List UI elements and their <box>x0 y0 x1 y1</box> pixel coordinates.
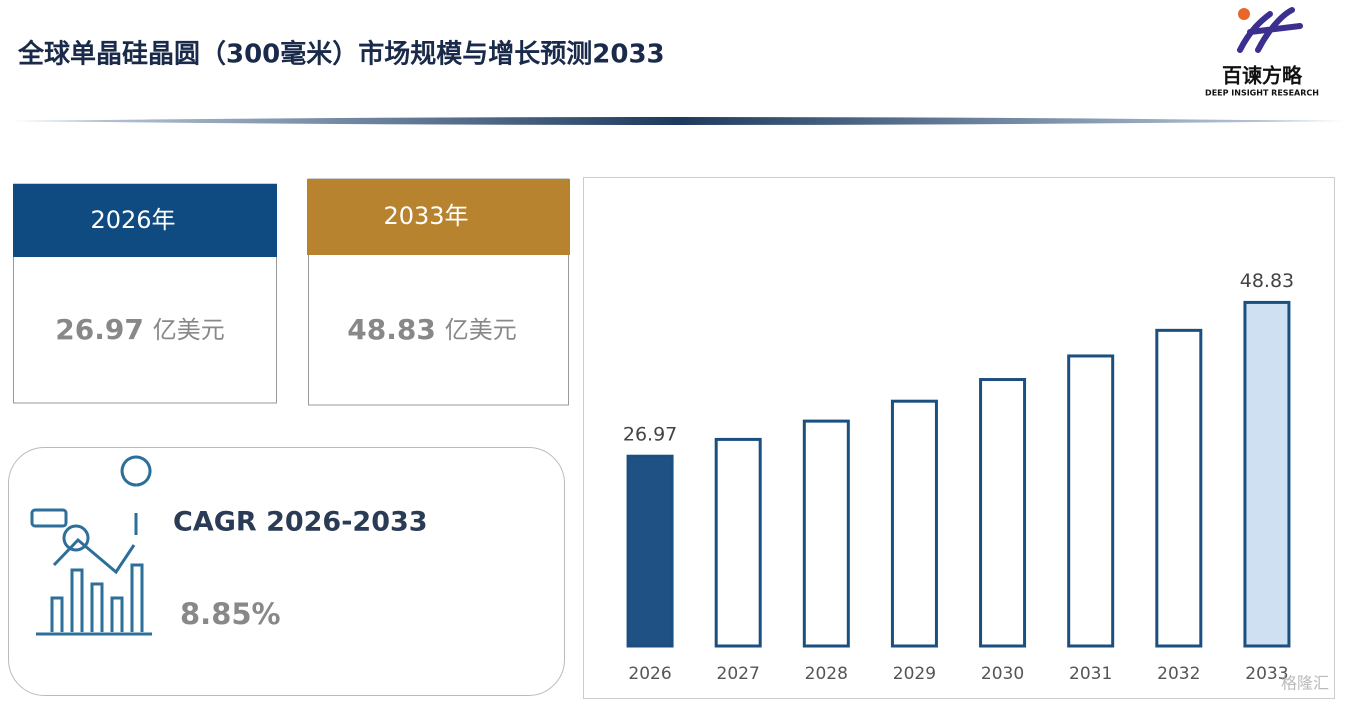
cagr-label: CAGR 2026-2033 <box>173 507 428 538</box>
title: 全球单晶硅晶圆（300毫米）市场规模与增长预测2033 <box>17 39 665 70</box>
unit: 亿美元 <box>153 316 225 344</box>
value: 48.83 <box>347 313 436 346</box>
card-header-text: 2033年 <box>383 202 468 230</box>
icon-part <box>52 537 136 575</box>
unit: 亿美元 <box>445 316 517 344</box>
x-tick-label: 2029 <box>893 664 936 684</box>
x-tick-label: 2026 <box>628 664 671 684</box>
x-tick-label: 2028 <box>805 664 848 684</box>
icon-part <box>36 563 152 636</box>
watermark: 格隆汇 <box>1281 674 1329 693</box>
icon-part <box>120 455 152 535</box>
card-header <box>307 179 570 255</box>
bar <box>1155 328 1203 648</box>
card-value: 26.97 亿美元 <box>55 313 224 346</box>
x-tick-label: 2031 <box>1069 664 1112 684</box>
divider <box>10 117 1345 125</box>
bar <box>626 454 674 648</box>
x-tick-label: 2027 <box>717 664 760 684</box>
bar <box>714 437 762 648</box>
logo-mark <box>1237 7 1303 53</box>
bar <box>979 378 1027 648</box>
logo-dot <box>1238 8 1250 20</box>
card-value: 48.83 亿美元 <box>347 313 516 346</box>
logo: 百谏方略 DEEP INSIGHT RESEARCH <box>1205 7 1319 98</box>
bar <box>890 399 938 648</box>
cagr-value: 8.85% <box>180 597 281 631</box>
cagr-icon <box>30 455 152 636</box>
card-header-text: 2026年 <box>90 206 175 234</box>
logo-tagline: DEEP INSIGHT RESEARCH <box>1205 89 1319 98</box>
bar <box>1067 354 1115 648</box>
bar <box>1243 300 1291 648</box>
data-label: 48.83 <box>1240 270 1294 292</box>
cagr-card <box>8 447 565 696</box>
bar <box>802 419 850 648</box>
x-tick-label: 2030 <box>981 664 1024 684</box>
x-tick-label: 2032 <box>1157 664 1200 684</box>
logo-name: 百谏方略 <box>1222 64 1303 88</box>
icon-part <box>62 524 90 552</box>
x-tick-label: 2033 <box>1245 664 1288 684</box>
value: 26.97 <box>55 313 144 346</box>
data-label: 26.97 <box>623 424 677 446</box>
icon-part <box>30 508 68 528</box>
chart-frame <box>583 177 1335 699</box>
card-header <box>13 184 277 257</box>
